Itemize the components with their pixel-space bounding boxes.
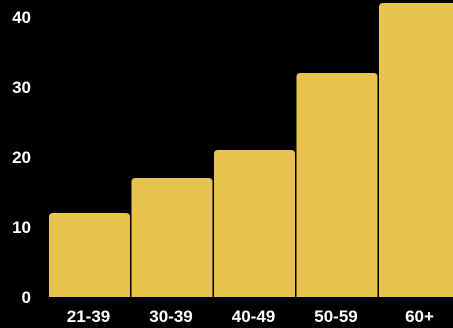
y-tick-label: 20 [12,148,31,167]
x-tick-label: 30-39 [149,307,192,326]
x-tick-label: 40-49 [232,307,275,326]
bars-group [49,3,453,297]
x-tick-label: 50-59 [314,307,357,326]
bar-40-49 [214,150,295,297]
bar-30-39 [131,178,213,297]
y-axis: 0 10 20 30 40 [12,8,31,307]
x-axis: 21-39 30-39 40-49 50-59 60+ [67,307,434,326]
y-tick-label: 0 [22,288,31,307]
y-tick-label: 10 [12,218,31,237]
bar-50-59 [296,73,378,297]
x-tick-label: 21-39 [67,307,110,326]
bar-60+ [379,3,453,297]
x-tick-label: 60+ [405,307,434,326]
y-tick-label: 40 [12,8,31,27]
y-tick-label: 30 [12,78,31,97]
bar-21-39 [49,213,130,297]
